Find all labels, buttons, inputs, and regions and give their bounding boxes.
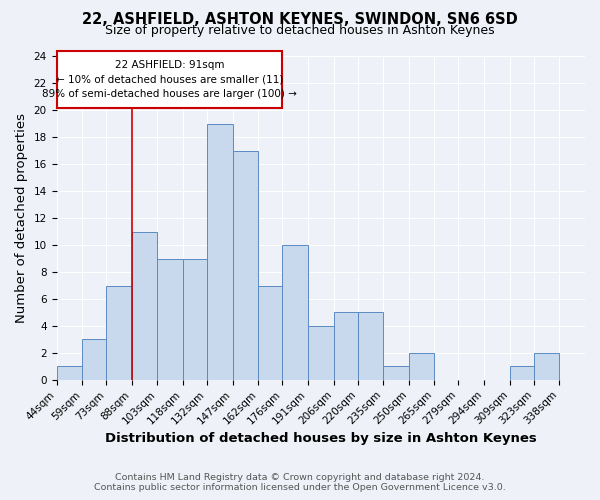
Bar — [358, 312, 383, 380]
Text: 22, ASHFIELD, ASHTON KEYNES, SWINDON, SN6 6SD: 22, ASHFIELD, ASHTON KEYNES, SWINDON, SN… — [82, 12, 518, 28]
FancyBboxPatch shape — [56, 51, 282, 108]
Bar — [308, 326, 334, 380]
Bar — [233, 151, 259, 380]
Bar — [132, 232, 157, 380]
Bar — [259, 286, 282, 380]
Bar — [157, 258, 183, 380]
Bar — [334, 312, 358, 380]
Text: Size of property relative to detached houses in Ashton Keynes: Size of property relative to detached ho… — [105, 24, 495, 37]
Bar — [282, 245, 308, 380]
Text: 22 ASHFIELD: 91sqm
← 10% of detached houses are smaller (11)
89% of semi-detache: 22 ASHFIELD: 91sqm ← 10% of detached hou… — [42, 60, 297, 99]
Text: Contains HM Land Registry data © Crown copyright and database right 2024.
Contai: Contains HM Land Registry data © Crown c… — [94, 473, 506, 492]
Bar — [207, 124, 233, 380]
Bar — [56, 366, 82, 380]
Bar — [510, 366, 533, 380]
Bar — [409, 353, 434, 380]
Bar — [383, 366, 409, 380]
Bar — [533, 353, 559, 380]
Bar — [106, 286, 132, 380]
Bar — [82, 340, 106, 380]
X-axis label: Distribution of detached houses by size in Ashton Keynes: Distribution of detached houses by size … — [105, 432, 536, 445]
Bar — [183, 258, 207, 380]
Y-axis label: Number of detached properties: Number of detached properties — [15, 113, 28, 323]
